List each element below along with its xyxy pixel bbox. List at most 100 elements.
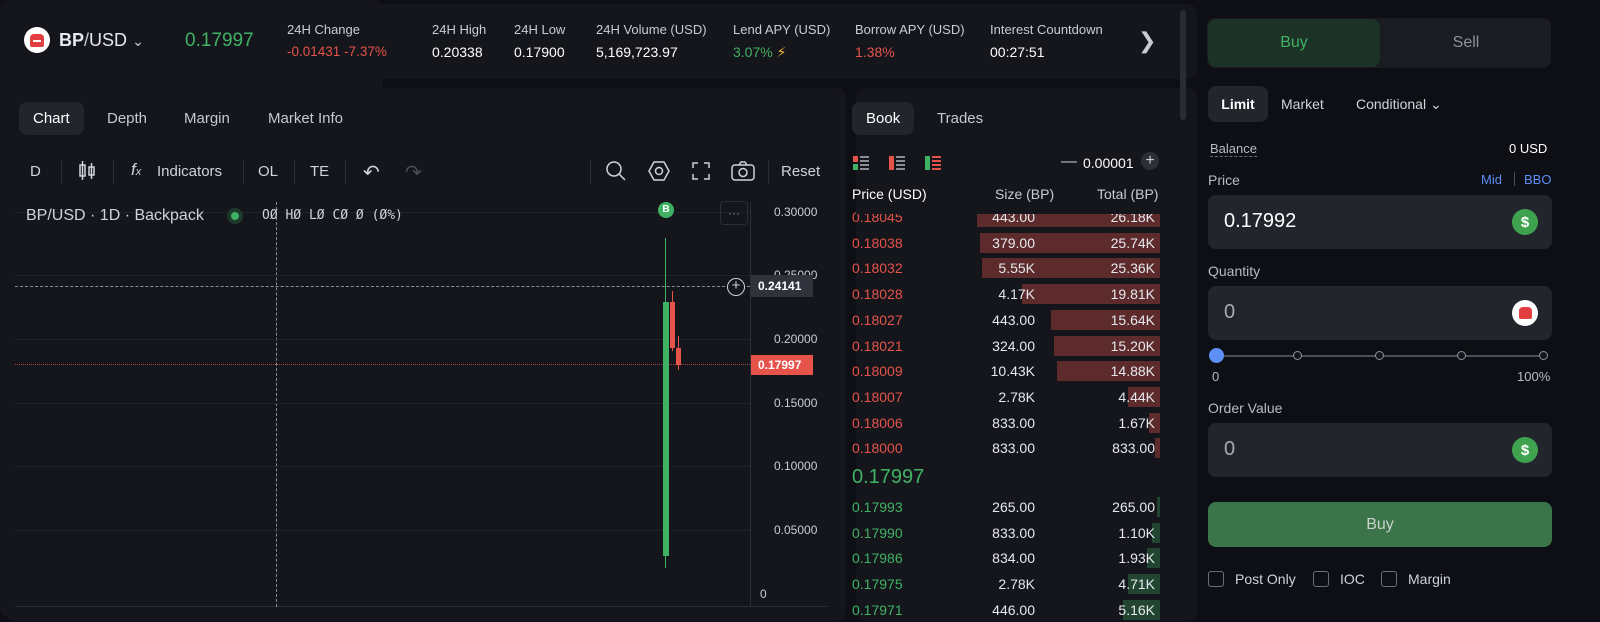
indicators-button[interactable]: Indicators <box>157 163 223 180</box>
depth-bar <box>1057 361 1160 382</box>
ol-button[interactable]: OL <box>258 163 279 180</box>
tab-chart[interactable]: Chart <box>19 102 84 135</box>
mid-button[interactable]: Mid <box>1481 172 1502 187</box>
settings-icon[interactable] <box>648 160 670 182</box>
ask-row[interactable]: 0.18027 443.00 15.64K <box>852 308 1170 332</box>
magnifier-icon[interactable] <box>605 160 627 182</box>
buy-marker[interactable]: B <box>658 202 674 218</box>
fullscreen-icon[interactable] <box>692 162 710 180</box>
high-label: 24H High <box>432 22 487 37</box>
redo-icon[interactable]: ↷ <box>405 162 422 184</box>
market-tab[interactable]: Market <box>1281 96 1324 112</box>
row-size: 2.78K <box>998 576 1035 593</box>
book-both-icon[interactable] <box>853 156 869 170</box>
quantity-input[interactable]: 0 <box>1208 286 1552 340</box>
buy-tab[interactable]: Buy <box>1208 19 1380 67</box>
tab-depth[interactable]: Depth <box>107 110 148 127</box>
orderbook-panel <box>856 88 1197 621</box>
ask-row[interactable]: 0.18038 379.00 25.74K <box>852 231 1170 255</box>
tab-market-info[interactable]: Market Info <box>268 110 344 127</box>
limit-tab[interactable]: Limit <box>1208 86 1268 122</box>
post-only-checkbox[interactable] <box>1208 571 1224 587</box>
ask-row[interactable]: 0.18007 2.78K 4.44K <box>852 385 1170 409</box>
backpack-logo-icon <box>24 27 50 53</box>
tab-margin[interactable]: Margin <box>184 110 230 127</box>
tab-trades[interactable]: Trades <box>937 110 984 127</box>
book-bids-icon[interactable] <box>925 156 941 170</box>
grid-line <box>15 212 750 213</box>
order-value-label: Order Value <box>1208 400 1283 416</box>
slider-min-label: 0 <box>1212 369 1220 384</box>
ask-row[interactable]: 0.18006 833.00 1.67K <box>852 411 1170 435</box>
row-total: 265.00 <box>1112 499 1155 515</box>
book-asks-icon[interactable] <box>889 156 905 170</box>
depth-bar <box>1051 309 1160 330</box>
page-scrollbar[interactable] <box>1180 10 1186 120</box>
ask-row[interactable]: 0.18000 833.00 833.00 <box>852 436 1170 460</box>
row-price: 0.18006 <box>852 414 903 431</box>
conditional-tab[interactable]: Conditional ⌄ <box>1356 96 1442 113</box>
bid-row[interactable]: 0.17986 834.00 1.93K <box>852 546 1170 570</box>
row-size: 833.00 <box>992 524 1035 541</box>
tab-book[interactable]: Book <box>852 102 915 135</box>
candles-icon[interactable] <box>78 160 96 182</box>
row-size: 443.00 <box>992 311 1035 328</box>
y-tick: 0.05000 <box>774 523 818 537</box>
more-menu-button[interactable]: ··· <box>720 201 748 225</box>
bid-row[interactable]: 0.17990 833.00 1.10K <box>852 521 1170 545</box>
depth-bar <box>1054 335 1160 356</box>
row-size: 4.17K <box>998 286 1035 303</box>
row-total: 25.74K <box>1110 234 1155 251</box>
depth-bar <box>1147 548 1160 569</box>
tick-increase-button[interactable]: + <box>1141 152 1159 170</box>
bid-row[interactable]: 0.17971 446.00 5.16K <box>852 598 1170 622</box>
sell-tab[interactable]: Sell <box>1452 34 1480 51</box>
row-size: 2.78K <box>998 388 1035 405</box>
tick-decrease-button[interactable]: — <box>1061 153 1077 170</box>
row-total: 15.20K <box>1110 337 1155 354</box>
depth-bar <box>1128 574 1160 595</box>
status-dot <box>227 208 243 224</box>
balance-value: 0 USD <box>1509 141 1548 156</box>
chevron-right-icon[interactable]: ❯ <box>1138 28 1157 53</box>
row-price: 0.17975 <box>852 576 903 593</box>
ask-row[interactable]: 0.18009 10.43K 14.88K <box>852 359 1170 383</box>
chart-panel <box>5 88 846 621</box>
row-total: 1.93K <box>1118 550 1155 567</box>
add-alert-icon[interactable]: + <box>727 278 745 296</box>
row-size: 446.00 <box>992 601 1035 618</box>
row-size: 833.00 <box>992 440 1035 457</box>
time-axis-border <box>15 606 827 607</box>
depth-bar <box>980 232 1160 253</box>
chevron-down-icon: ⌄ <box>1429 96 1442 112</box>
post-only-label: Post Only <box>1235 571 1296 587</box>
price-input[interactable]: 0.17992 $ <box>1208 195 1552 249</box>
candle-body-red-2 <box>676 348 681 365</box>
change-pct: -7.37% <box>344 44 387 59</box>
usd-coin-icon: $ <box>1512 209 1538 235</box>
pair-selector[interactable]: BP/USD ⌄ <box>59 30 144 51</box>
ask-row[interactable]: 0.18032 5.55K 25.36K <box>852 256 1170 280</box>
interval-button[interactable]: D <box>30 163 41 180</box>
ask-row[interactable]: 0.18028 4.17K 19.81K <box>852 282 1170 306</box>
camera-icon[interactable] <box>731 161 755 181</box>
ioc-checkbox[interactable] <box>1313 571 1329 587</box>
bid-row[interactable]: 0.17975 2.78K 4.71K <box>852 572 1170 596</box>
undo-icon[interactable]: ↶ <box>363 162 380 184</box>
y-tick: 0.30000 <box>774 205 818 219</box>
row-size: 379.00 <box>992 234 1035 251</box>
ask-row[interactable]: 0.18021 324.00 15.20K <box>852 334 1170 358</box>
margin-checkbox[interactable] <box>1381 571 1397 587</box>
bbo-button[interactable]: BBO <box>1524 172 1552 187</box>
borrow-value: 1.38% <box>855 44 895 60</box>
te-button[interactable]: TE <box>310 163 330 180</box>
slider-handle[interactable] <box>1209 348 1224 363</box>
reset-button[interactable]: Reset <box>781 163 821 180</box>
bid-row[interactable]: 0.17993 265.00 265.00 <box>852 495 1170 519</box>
order-value-input[interactable]: 0 $ <box>1208 423 1552 477</box>
submit-buy-button[interactable]: Buy <box>1208 502 1552 547</box>
countdown-value: 00:27:51 <box>990 44 1045 60</box>
function-icon[interactable]: fx <box>131 160 142 179</box>
ioc-label: IOC <box>1340 571 1365 587</box>
last-price-line <box>15 364 750 365</box>
